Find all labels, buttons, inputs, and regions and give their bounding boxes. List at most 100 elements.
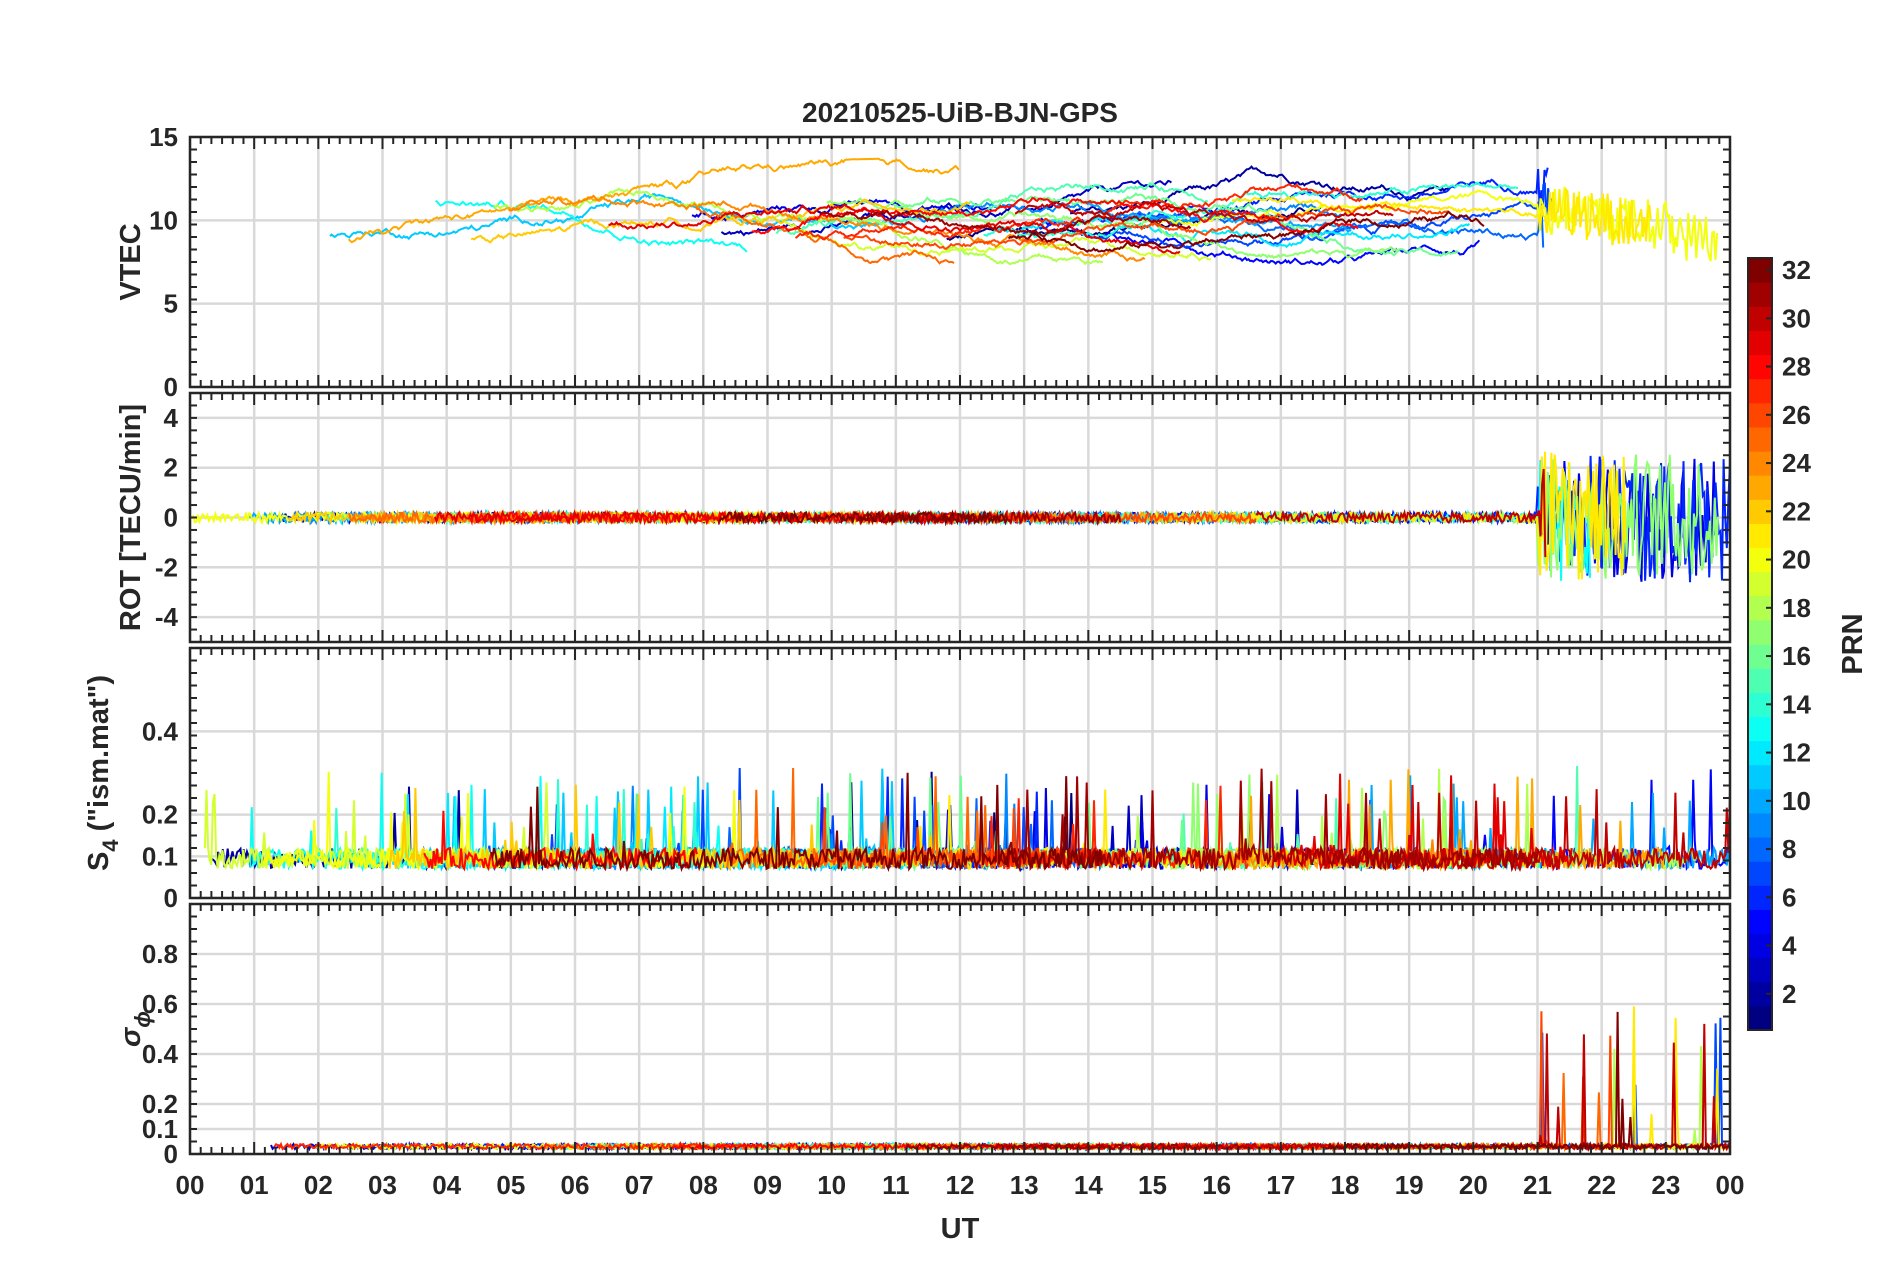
colorbar-tick-label: 14 [1782,689,1811,719]
colorbar-band [1748,571,1772,597]
colorbar-label: PRN [1837,613,1869,674]
x-tick-label: 23 [1651,1170,1680,1200]
x-tick-label: 22 [1587,1170,1616,1200]
series-prn-24-vtec [508,194,1146,262]
colorbar-band [1748,812,1772,838]
colorbar-band [1748,426,1772,452]
series-prn-29-vtec [608,203,1181,255]
y-axis-labels: VTEC ROT [TECU/min] S4 ("ism.mat") σϕ [83,223,155,1047]
series-prn-20-vtec [1156,186,1719,262]
x-tick-label: 10 [817,1170,846,1200]
x-tick-label: 07 [625,1170,654,1200]
series-prn-13-vtec [434,199,748,253]
y-tick-label-vtec: 15 [149,122,178,152]
y-tick-label-rot: 0 [164,503,178,533]
y-tick-label-rot: -2 [155,552,178,582]
y-tick-label-sigphi: 0.8 [142,939,178,969]
colorbar-tick-label: 26 [1782,400,1811,430]
y-tick-label-sigphi: 0.1 [142,1114,178,1144]
x-axis-tick-labels: 00 01 02 03 04 05 06 07 08 09 10 11 12 13 14 15 16 17 18 19… [176,1170,1745,1200]
panel-rot: -4 -2 0 2 4 [155,391,1732,644]
x-tick-label: 11 [882,1170,910,1200]
colorbar-band [1748,378,1772,404]
y-tick-label-vtec: 5 [164,289,178,319]
x-tick-label: 12 [946,1170,975,1200]
series-prn-32-sigphi [1325,1011,1730,1153]
x-tick-label: 05 [496,1170,525,1200]
y-tick-label-rot: 4 [164,403,179,433]
series-prn-32-rot [718,509,1009,527]
x-tick-label: 20 [1459,1170,1488,1200]
x-tick-label: 21 [1523,1170,1552,1200]
colorbar-band [1748,330,1772,356]
colorbar-band [1748,716,1772,742]
y-tick-label-rot: -4 [155,602,179,632]
x-tick-label: 09 [753,1170,782,1200]
series-prn-27-vtec [794,183,1363,241]
x-tick-label: 17 [1266,1170,1295,1200]
y-tick-label-s4: 0 [164,883,178,913]
colorbar-tick-label: 22 [1782,496,1811,526]
y-axis-label-rot: ROT [TECU/min] [115,404,147,631]
series-prn-19-vtec [780,218,1211,262]
series-prn-14-vtec [983,181,1519,239]
colorbar-band [1748,861,1772,886]
series-prn-30-rot [1255,468,1547,558]
x-tick-label: 15 [1138,1170,1167,1200]
colorbar-band [1748,668,1772,693]
y-tick-label-vtec: 10 [149,205,178,235]
series-prn-31-vtec [819,209,1192,238]
y-tick-label-s4: 0.1 [142,841,178,871]
y-tick-label-sigphi: 0.6 [142,989,178,1019]
chart-title: 20210525-UiB-BJN-GPS [802,97,1118,128]
series-prn-15-vtec [775,181,1209,236]
x-tick-label: 19 [1395,1170,1424,1200]
series-prn-31-s4 [999,768,1540,873]
y-tick-label-sigphi: 0.4 [142,1039,179,1069]
y-axis-label-s4: S4 ("ism.mat") [83,675,123,871]
colorbar-band [1748,1005,1772,1031]
x-tick-label: 06 [561,1170,590,1200]
y-tick-label-rot: 2 [164,453,178,483]
colorbar-tick-label: 8 [1782,834,1796,864]
x-tick-label: 02 [304,1170,333,1200]
colorbar-band [1748,619,1772,645]
colorbar-band [1748,764,1772,790]
x-tick-label: 18 [1331,1170,1360,1200]
panel-s4: 0 0.1 0.2 0.4 [142,646,1732,913]
x-tick-label: 00 [1716,1170,1745,1200]
colorbar-tick-label: 30 [1782,303,1811,333]
x-axis-label: UT [941,1213,980,1245]
series-prn-28-vtec [751,197,1359,235]
colorbar-band [1748,909,1772,935]
colorbar-tick-label: 10 [1782,786,1811,816]
series-prn-11-vtec [329,193,912,241]
colorbar-band [1748,475,1772,500]
y-tick-label-vtec: 0 [164,372,178,402]
y-tick-label-sigphi: 0 [164,1139,178,1169]
colorbar-frame [1747,257,1773,1031]
x-tick-label: 00 [176,1170,205,1200]
series-prn-21-rot [1154,451,1627,580]
series-prn-32-s4 [489,772,1103,873]
x-tick-label: 08 [689,1170,718,1200]
colorbar-tick-label: 16 [1782,641,1811,671]
series-prn-30-vtec [1014,200,1394,224]
series-prn-21-vtec [1231,187,1652,246]
series-prn-23-vtec [347,157,960,244]
x-tick-label: 01 [240,1170,269,1200]
series-prn-26-vtec [843,203,1449,250]
colorbar-band [1748,282,1772,307]
x-tick-label: 03 [368,1170,397,1200]
y-tick-label-sigphi: 0.2 [142,1089,178,1119]
colorbar-tick-label: 32 [1782,255,1811,285]
series-prn-22-vtec [470,198,971,244]
y-axis-label-sigphi: σϕ [115,1011,155,1047]
panel-sigphi: 00.10.2 0.4 0.6 0.8 [142,902,1732,1169]
colorbar-tick-label: 4 [1782,931,1797,961]
colorbar-band [1748,957,1772,983]
x-tick-label: 14 [1074,1170,1103,1200]
y-tick-label-s4: 0.4 [142,716,179,746]
